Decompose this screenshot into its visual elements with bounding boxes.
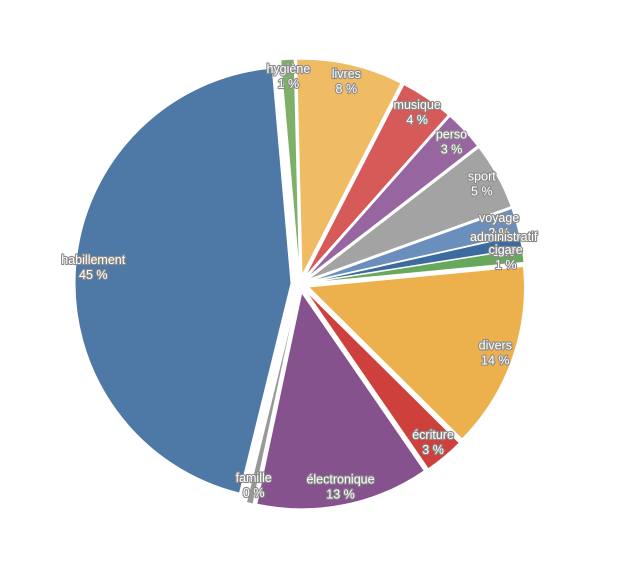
slice-habillement <box>74 67 292 494</box>
slice-percent: 45 % <box>79 268 108 282</box>
slice-hygiene <box>280 58 300 276</box>
slice-name: électronique <box>306 472 374 486</box>
slice-label-musique: musique 4 % <box>394 98 441 127</box>
slice-musique <box>304 83 450 277</box>
slice-name: musique <box>394 98 441 112</box>
slice-name: sport <box>468 169 496 183</box>
slice-name: administratif <box>470 230 538 244</box>
slice-label-perso: perso 3 % <box>436 127 467 156</box>
slice-percent: 3 % <box>441 142 463 156</box>
slice-ecriture <box>305 290 461 470</box>
slice-percent: 1 % <box>278 77 300 91</box>
slice-label-livres: livres 8 % <box>332 67 361 96</box>
slice-percent: 2 % <box>488 226 510 240</box>
slice-percent: 8 % <box>336 82 358 96</box>
slice-name: cigare <box>489 243 523 257</box>
slice-percent: 4 % <box>406 113 428 127</box>
slice-label-voyage: voyage 2 % <box>479 211 519 240</box>
slice-label-ecriture: écriture 3 % <box>412 428 454 457</box>
slice-label-divers: divers 14 % <box>479 339 512 368</box>
pie-labels: hygiène 1 %livres 8 %musique 4 %perso 3 %spo… <box>60 61 539 503</box>
slice-label-hygiene: hygiène 1 % <box>266 62 310 91</box>
slice-name: divers <box>479 339 512 353</box>
slice-name: habillement <box>61 253 125 267</box>
slice-name: voyage <box>479 211 519 225</box>
slice-divers <box>307 265 525 440</box>
slice-label-cigare: cigare 1 % <box>489 243 523 272</box>
slice-percent: 1 % <box>493 245 515 259</box>
slice-label-electronique: électronique 13 % <box>306 472 374 501</box>
slice-percent: 5 % <box>471 184 493 198</box>
slice-famille <box>245 292 299 505</box>
slice-electronique <box>256 291 425 510</box>
slice-name: écriture <box>412 428 454 442</box>
slice-cigare <box>308 248 525 284</box>
slice-label-famille: famille 0 % <box>236 471 272 500</box>
slice-name: livres <box>332 67 361 81</box>
slice-sport <box>307 146 512 281</box>
slice-percent: 3 % <box>422 443 444 457</box>
pie-slices <box>74 58 525 510</box>
slice-label-habillement: habillement 45 % <box>61 253 125 282</box>
slice-percent: 1 % <box>495 258 517 272</box>
slice-name: hygiène <box>266 62 310 76</box>
slice-administratif <box>308 234 523 283</box>
slice-percent: 0 % <box>243 486 265 500</box>
slice-label-sport: sport 5 % <box>468 169 496 198</box>
slice-name: perso <box>436 127 467 141</box>
slice-percent: 13 % <box>326 487 355 501</box>
slice-voyage <box>308 207 521 282</box>
slice-name: famille <box>236 471 272 485</box>
slice-percent: 14 % <box>481 354 510 368</box>
slice-perso <box>306 115 479 279</box>
slice-label-administratif: administratif 1 % <box>470 230 538 259</box>
slice-livres <box>296 58 402 276</box>
